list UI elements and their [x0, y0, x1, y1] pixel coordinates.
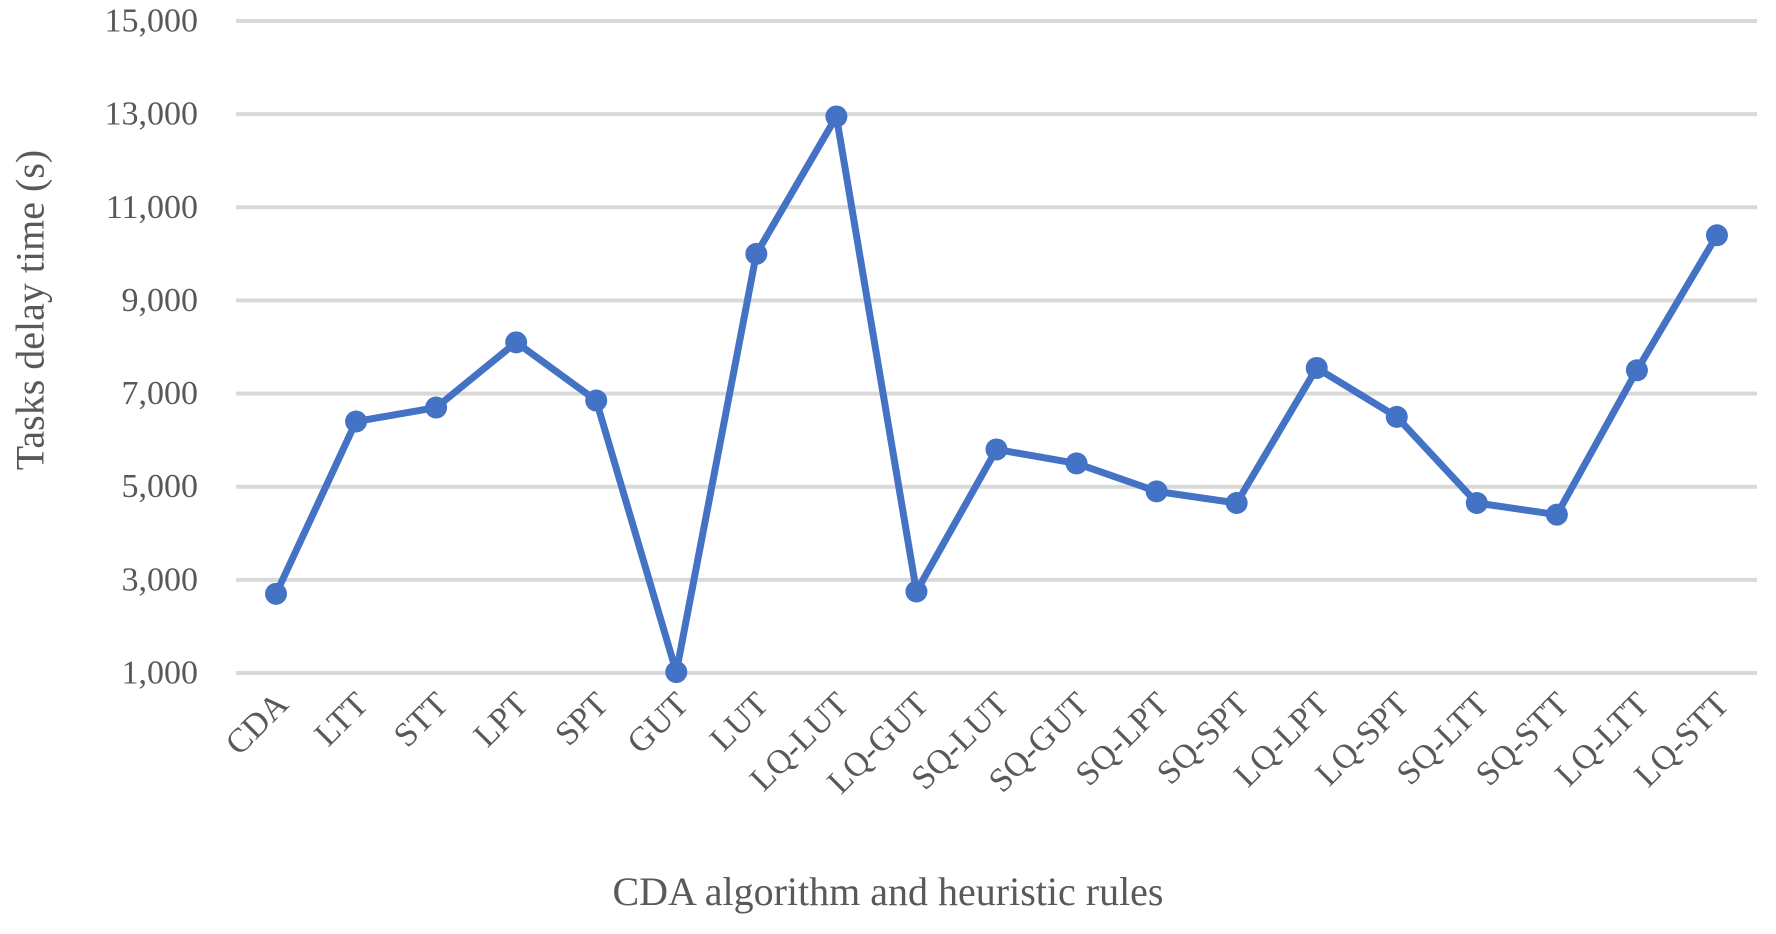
x-tick-label: GUT [620, 685, 696, 761]
y-tick-label: 13,000 [105, 96, 199, 133]
data-point [1465, 492, 1488, 515]
x-tick-label: LPT [467, 685, 536, 754]
data-point [985, 438, 1008, 461]
data-point [1305, 356, 1328, 379]
data-point [1545, 503, 1568, 526]
y-tick-label: 15,000 [105, 3, 199, 40]
data-point [585, 389, 608, 412]
data-point [345, 410, 368, 433]
data-point [425, 396, 448, 419]
x-tick-label: SPT [548, 685, 616, 753]
y-tick-label: 7,000 [122, 375, 199, 412]
x-tick-label: LTT [308, 685, 376, 753]
data-point [905, 580, 928, 603]
data-point [1385, 405, 1408, 428]
x-axis-title: CDA algorithm and heuristic rules [612, 869, 1164, 914]
data-point [1065, 452, 1088, 475]
data-point [745, 242, 768, 265]
y-tick-label: 9,000 [122, 282, 199, 319]
data-point [825, 105, 848, 128]
y-tick-label: 5,000 [122, 468, 199, 505]
data-point [505, 331, 528, 354]
x-tick-label: CDA [219, 685, 296, 762]
data-point [1705, 224, 1728, 247]
x-tick-label: STT [387, 685, 456, 754]
data-point [1625, 359, 1648, 382]
y-tick-label: 11,000 [106, 189, 198, 226]
y-tick-label: 1,000 [122, 655, 199, 692]
x-tick-label: LUT [703, 685, 776, 758]
data-point [1145, 480, 1168, 503]
data-point [265, 582, 288, 605]
data-point [665, 661, 688, 684]
data-point [1225, 492, 1248, 515]
y-tick-label: 3,000 [122, 561, 199, 598]
